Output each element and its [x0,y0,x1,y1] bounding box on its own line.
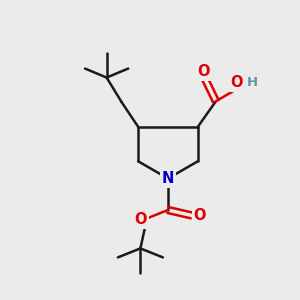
Text: O: O [231,75,243,90]
Text: O: O [194,208,206,223]
Text: O: O [134,212,147,227]
Text: N: N [162,171,174,186]
Text: O: O [198,64,210,79]
Text: H: H [247,76,258,89]
